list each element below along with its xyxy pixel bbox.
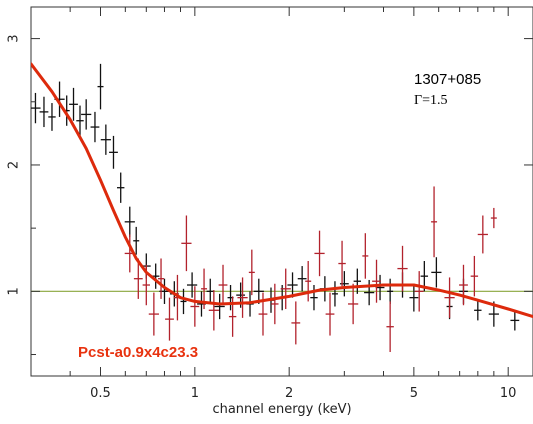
data-point — [133, 258, 143, 299]
data-point — [69, 87, 78, 121]
data-point — [165, 297, 174, 341]
data-point — [151, 263, 160, 289]
data-point — [271, 283, 279, 325]
data-point — [387, 278, 394, 304]
data-point — [325, 292, 335, 336]
data-point — [31, 92, 41, 124]
y-tick-label: 2 — [7, 161, 22, 169]
data-point — [470, 255, 479, 297]
data-point — [310, 285, 318, 311]
data-point — [409, 283, 419, 312]
data-point — [190, 286, 200, 327]
data-point — [414, 271, 424, 312]
data-point — [237, 277, 248, 318]
data-point — [459, 264, 468, 306]
data-point — [180, 288, 187, 315]
data-point — [431, 186, 438, 258]
data-point — [248, 249, 255, 296]
data-point — [444, 277, 455, 318]
data-point — [90, 111, 100, 143]
data-point — [477, 215, 488, 254]
x-tick-label: 1 — [191, 386, 199, 401]
x-tick-label: 10 — [500, 386, 517, 401]
data-point — [362, 233, 369, 279]
data-point — [186, 272, 198, 298]
data-point — [297, 266, 307, 292]
data-point — [338, 240, 346, 287]
data-point — [287, 272, 298, 298]
data-point — [291, 301, 301, 345]
data-point — [81, 99, 92, 130]
data-point — [431, 257, 442, 288]
data-point — [353, 268, 362, 294]
data-point — [214, 293, 225, 320]
data-point — [100, 124, 111, 155]
data-point — [117, 172, 125, 203]
data-point — [133, 226, 140, 255]
data-point — [314, 230, 325, 277]
y-tick-label: 1 — [7, 287, 22, 295]
data-point — [39, 96, 49, 128]
data-point — [158, 258, 165, 299]
model-name-label: Pcst-a0.9x4c23.3 — [78, 344, 198, 361]
y-tick-label: 3 — [7, 34, 22, 42]
data-point — [124, 206, 135, 237]
data-point — [148, 292, 159, 336]
plot-frame — [30, 6, 533, 377]
data-point — [218, 264, 228, 306]
data-point — [109, 135, 118, 169]
data-point — [208, 290, 219, 331]
data-point — [474, 300, 482, 321]
x-tick-label: 2 — [285, 386, 293, 401]
x-tick-label: 0.5 — [90, 386, 111, 401]
data-point — [253, 278, 264, 304]
data-point — [305, 261, 312, 302]
data-point — [48, 103, 56, 131]
model-curve-layer — [31, 62, 533, 319]
data-point — [97, 63, 104, 110]
data-point — [510, 310, 520, 331]
data-point — [331, 281, 338, 307]
data-point — [339, 271, 349, 297]
data-point — [348, 283, 359, 325]
data-point — [76, 105, 84, 136]
data-point — [372, 259, 381, 303]
source-name-label: 1307+085 — [414, 71, 481, 88]
x-axis-title: channel energy (keV) — [212, 402, 351, 417]
axis-ticks: 0.5 1 2 5 10 1 2 3 — [7, 7, 533, 401]
photon-index-label: Γ=1.5 — [414, 93, 448, 108]
data-points-layer — [31, 63, 520, 352]
data-point — [386, 301, 394, 352]
data-point — [364, 279, 375, 306]
data-point — [280, 268, 291, 310]
data-point — [206, 278, 214, 304]
model-curve — [31, 62, 533, 319]
data-point — [181, 215, 192, 272]
x-tick-label: 5 — [410, 386, 418, 401]
data-point — [490, 207, 497, 229]
